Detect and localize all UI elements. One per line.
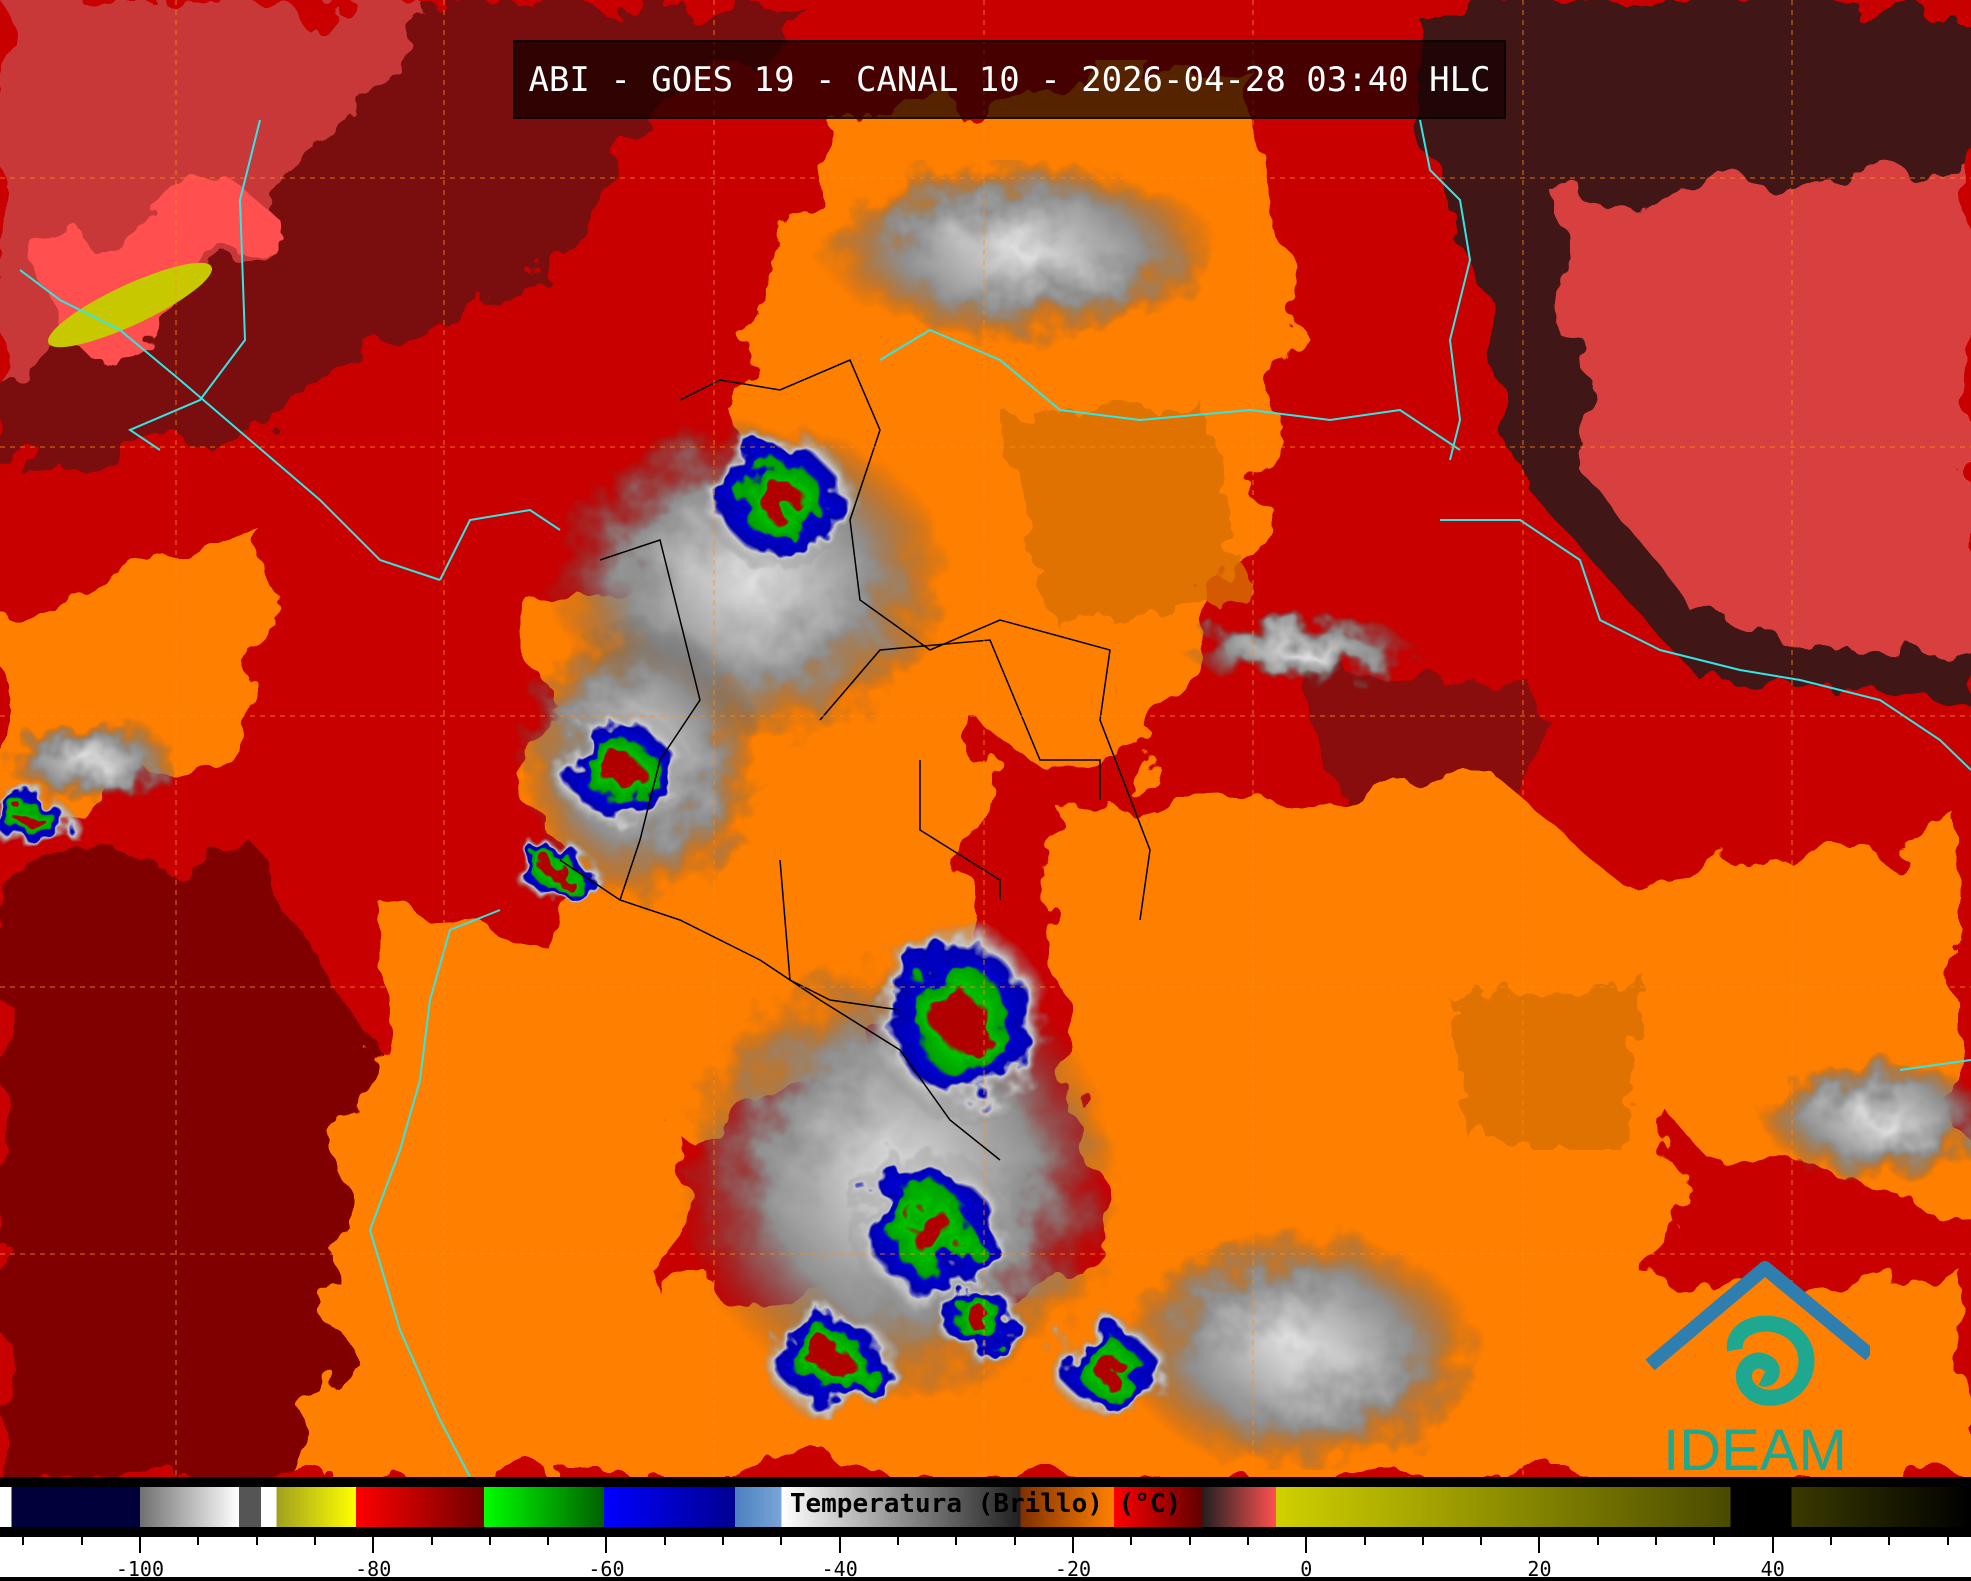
minor-tick (547, 1537, 550, 1545)
major-tick (605, 1537, 608, 1553)
convective-storms (0, 430, 1170, 1420)
minor-tick (722, 1537, 725, 1545)
ideam-logo: IDEAM (1645, 1261, 1870, 1475)
minor-tick (80, 1537, 83, 1545)
tick-label: 0 (1300, 1557, 1313, 1581)
minor-tick (1013, 1537, 1016, 1545)
yellow-cold-patch (47, 262, 213, 348)
colorbar-ticks: -100 -80 -60 -40 -20 0 20 40 (0, 1537, 1971, 1581)
tick-label: -40 (821, 1557, 858, 1581)
title-box: ABI - GOES 19 - CANAL 10 - 2026-04-28 03… (513, 40, 1506, 119)
minor-tick (780, 1537, 783, 1545)
minor-tick (1946, 1537, 1949, 1545)
major-tick (1771, 1537, 1774, 1553)
major-tick (838, 1537, 841, 1553)
country-borders (559, 359, 1151, 1161)
colorbar: Temperatura (Brillo) (°C) -100 -80 -60 -40-… (0, 1477, 1971, 1581)
tick-label: -60 (588, 1557, 625, 1581)
colorbar-frame: Temperatura (Brillo) (°C) (0, 1477, 1971, 1537)
minor-tick (663, 1537, 666, 1545)
tick-label: 20 (1527, 1557, 1552, 1581)
map-title: ABI - GOES 19 - CANAL 10 - 2026-04-28 03… (528, 59, 1491, 100)
minor-tick (488, 1537, 491, 1545)
minor-tick (430, 1537, 433, 1545)
minor-tick (897, 1537, 900, 1545)
minor-tick (1888, 1537, 1891, 1545)
minor-tick (197, 1537, 200, 1545)
minor-tick (1130, 1537, 1133, 1545)
svg-text:IDEAM: IDEAM (1663, 1418, 1847, 1475)
major-tick (1305, 1537, 1308, 1553)
minor-tick (1713, 1537, 1716, 1545)
lat-lon-grid (0, 0, 1971, 1477)
minor-tick (955, 1537, 958, 1545)
tick-label: -100 (115, 1557, 165, 1581)
major-tick (1071, 1537, 1074, 1553)
tick-label: -20 (1054, 1557, 1092, 1581)
colorbar-gradient (0, 1487, 1971, 1527)
tick-label: 40 (1760, 1557, 1785, 1581)
minor-tick (1246, 1537, 1249, 1545)
minor-tick (1363, 1537, 1366, 1545)
minor-tick (1421, 1537, 1424, 1545)
minor-tick (22, 1537, 25, 1545)
major-tick (138, 1537, 141, 1553)
minor-tick (1188, 1537, 1191, 1545)
minor-tick (1596, 1537, 1599, 1545)
minor-tick (1480, 1537, 1483, 1545)
logo-spiral (1726, 1315, 1815, 1406)
logo-roof (1645, 1261, 1870, 1371)
major-tick (1538, 1537, 1541, 1553)
coastlines (19, 119, 1971, 1477)
minor-tick (1655, 1537, 1658, 1545)
minor-tick (255, 1537, 258, 1545)
major-tick (372, 1537, 375, 1553)
minor-tick (313, 1537, 316, 1545)
colorbar-label: Temperatura (Brillo) (°C) (789, 1489, 1182, 1519)
minor-tick (1830, 1537, 1833, 1545)
satellite-map (0, 0, 1971, 1477)
tick-label: -80 (355, 1557, 392, 1581)
